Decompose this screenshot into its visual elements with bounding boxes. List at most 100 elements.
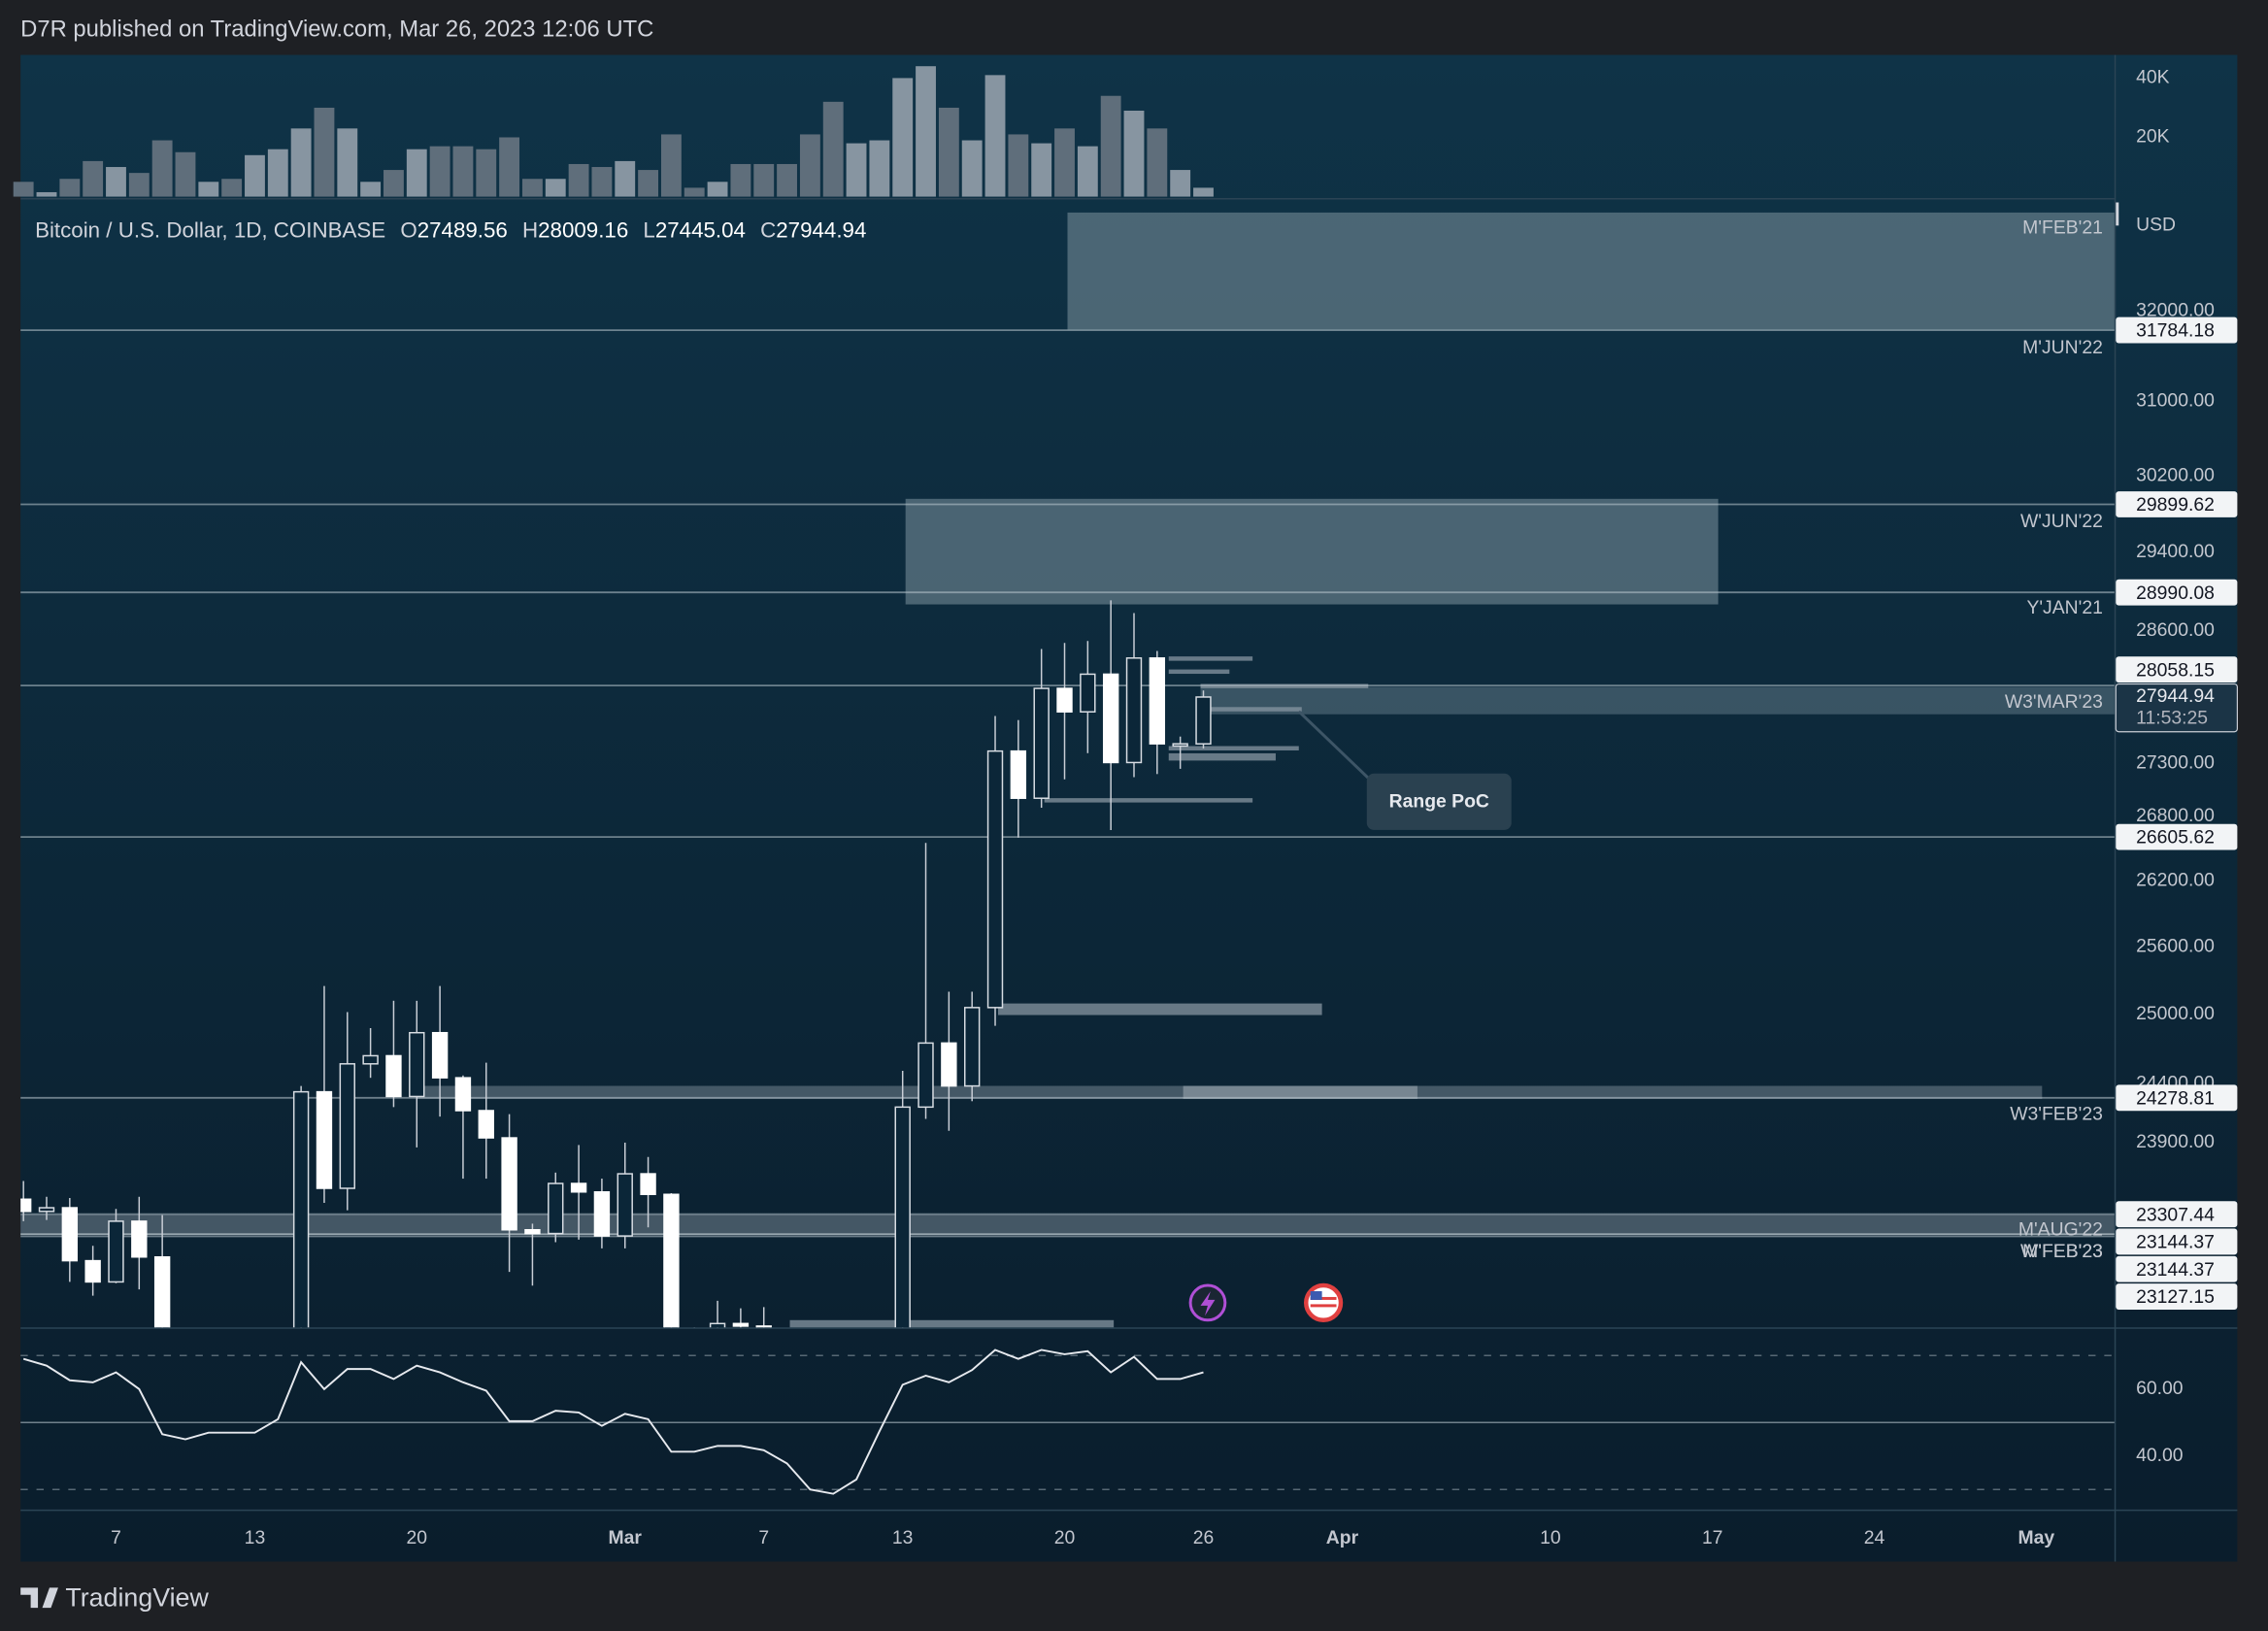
y-tick-label: 28600.00 (2136, 619, 2215, 641)
volume-bar (1077, 146, 1098, 197)
candle-body (709, 1322, 726, 1328)
volume-bar (753, 163, 775, 197)
y-tick-label: 20K (2136, 126, 2170, 148)
flag-stripe[interactable] (1310, 1304, 1337, 1308)
candle-body (292, 1090, 310, 1328)
event-icon[interactable] (1304, 1282, 1344, 1323)
candle-body (38, 1207, 55, 1213)
volume-bar (1147, 128, 1168, 197)
candle-body (732, 1322, 750, 1327)
candle-body (409, 1031, 425, 1098)
x-tick-label: 13 (892, 1527, 914, 1548)
volume-bar (892, 78, 914, 197)
y-tick-label: 25000.00 (2136, 1003, 2215, 1024)
y-tick-label: 40.00 (2136, 1445, 2184, 1466)
candles (20, 600, 1212, 1328)
zone (1183, 1085, 1418, 1099)
volume-bar (938, 107, 959, 197)
currency: USD (2136, 214, 2176, 235)
zone (1067, 212, 2115, 330)
event-circle[interactable] (1304, 1282, 1344, 1323)
price-badge-label: 26605.62 (2136, 827, 2215, 849)
candle-body (1172, 743, 1188, 748)
candle-body (593, 1191, 611, 1237)
volume-bar (1123, 111, 1145, 197)
volume-bar (175, 151, 196, 197)
candle-body (339, 1063, 355, 1189)
x-tick-label: 20 (407, 1527, 428, 1548)
profile-bar (1168, 669, 1230, 675)
ohlc-value: 27489.56 (417, 217, 508, 242)
ohlc-value: 27944.94 (776, 217, 866, 242)
candle-body (1010, 749, 1027, 799)
volume-bar (245, 154, 265, 197)
volume-bar (1008, 134, 1029, 197)
annotation: Range PoC (1389, 791, 1489, 813)
price-badge-label: 28058.15 (2136, 659, 2215, 681)
close-badge (2115, 682, 2238, 733)
ohlc-prefix: O (400, 217, 417, 242)
volume-bar (406, 149, 427, 197)
y-tick-label: 31000.00 (2136, 390, 2215, 412)
price-badge-label: 29899.62 (2136, 494, 2215, 516)
legend: Bitcoin / U.S. Dollar, 1D, COINBASE O274… (35, 217, 866, 242)
level-label: M'FEB'23 (2022, 1241, 2103, 1262)
candle-body (917, 1042, 934, 1109)
volume-bar (83, 160, 104, 197)
levels: M'FEB'21 M'JUN'22 W'JUN'22 Y'JAN'21 W3'MAR'2… (20, 216, 2115, 1262)
price-badge (2116, 1084, 2238, 1112)
volume-bar (777, 163, 797, 197)
event-icon[interactable] (1188, 1283, 1227, 1322)
volume-bar (916, 66, 936, 197)
candle-body (1102, 673, 1119, 764)
volume-bar (314, 107, 335, 197)
candle-body (84, 1259, 101, 1283)
candle-body (1033, 687, 1050, 799)
flag-stripe[interactable] (1310, 1296, 1337, 1300)
event-glyph[interactable] (1200, 1291, 1216, 1316)
candle-body (941, 1042, 957, 1087)
volume-bar (1170, 170, 1191, 197)
volume-bar (1193, 187, 1214, 197)
rsi-line (22, 1348, 1204, 1495)
candle-body (454, 1077, 472, 1112)
price-badge (2116, 316, 2238, 344)
volume-bar (221, 179, 243, 197)
candle-body (20, 1198, 32, 1213)
volume-bar (846, 143, 867, 197)
candle-body (108, 1220, 124, 1283)
y-tick-label: 32000.00 (2136, 299, 2215, 320)
candle-body (1056, 687, 1073, 713)
zone (20, 1215, 2115, 1234)
x-tick-label: 10 (1540, 1527, 1561, 1548)
publisher: D7R published on TradingView.com, Mar 26… (20, 17, 653, 43)
zone (1200, 686, 2115, 715)
volume (13, 66, 1214, 197)
profile-bar (1168, 746, 1299, 750)
volume-bar (499, 137, 520, 197)
volume-bar (522, 179, 543, 197)
ohlc-value: 27445.04 (655, 217, 746, 242)
price-badge (2116, 823, 2238, 850)
y-tick-label: 26800.00 (2136, 805, 2215, 826)
price-badge (2116, 1228, 2238, 1255)
volume-bar (707, 182, 728, 197)
ohlc-value: 28009.16 (538, 217, 628, 242)
profile-bar (998, 1003, 1322, 1015)
flag-canton[interactable] (1310, 1291, 1322, 1300)
volume-bar (591, 167, 613, 197)
x-tick-label: 13 (245, 1527, 266, 1548)
zones (20, 212, 2115, 1234)
volume-bar (198, 182, 219, 197)
profile-bar (1168, 752, 1276, 761)
level-label: W3'MAR'23 (2005, 691, 2103, 713)
volume-bar (384, 170, 404, 197)
level-label: W'FEB'23 (2020, 1241, 2103, 1262)
level-label: W'JUN'22 (2020, 511, 2103, 532)
volume-bar (822, 101, 844, 197)
x-tick-label: 24 (1864, 1527, 1885, 1548)
volume-bar (128, 173, 150, 197)
candle-body (1080, 673, 1096, 713)
volume-bar (267, 149, 288, 197)
